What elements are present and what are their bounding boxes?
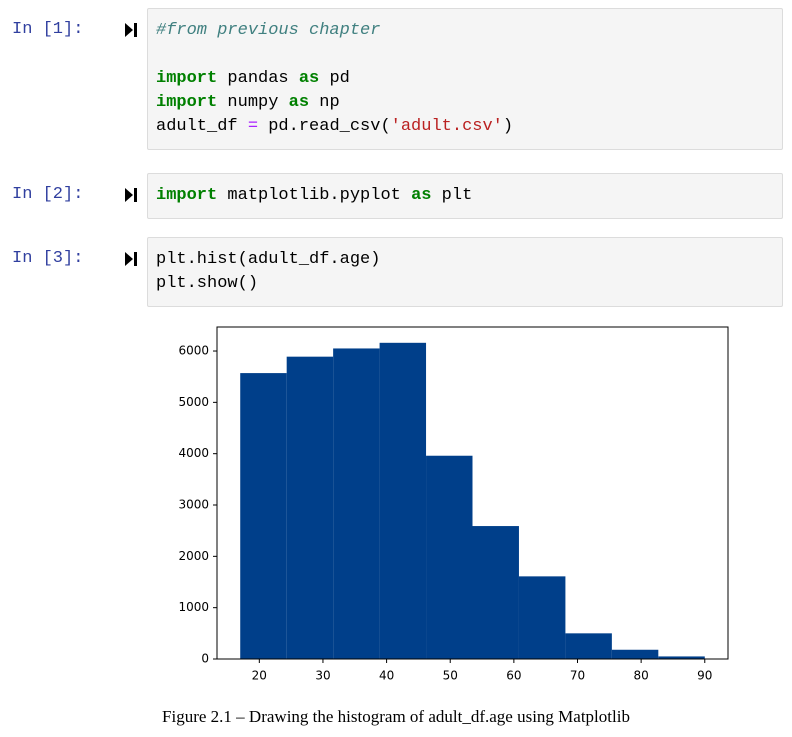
y-tick-label: 0 [201,652,209,666]
bar [426,455,473,659]
bar [333,348,380,659]
code-token: matplotlib.pyplot [217,186,412,205]
code-token: ) [502,117,514,136]
y-tick-label: 1000 [178,600,209,614]
x-tick-label: 20 [252,669,267,683]
code-token: as [298,69,320,88]
run-button[interactable] [124,251,138,267]
code-input: plt.hist(adult_df.age) plt.show() [147,237,783,307]
code-token: numpy [217,93,289,112]
code-line: adult_df = pd.read_csv('adult.csv') [156,115,772,139]
code-token: plt.hist(adult_df.age) [156,250,381,269]
x-tick-label: 60 [506,669,521,683]
code-line: plt.show() [156,272,772,296]
cell-prompt: In [1]: [12,20,84,39]
code-token: import [156,69,218,88]
code-line [156,43,772,67]
code-input: #from previous chapter import pandas as p… [147,8,783,150]
x-tick-label: 30 [315,669,330,683]
x-tick-label: 40 [379,669,394,683]
bar [286,356,334,659]
code-line: plt.hist(adult_df.age) [156,248,772,272]
y-tick-label: 4000 [178,446,209,460]
bar [472,526,519,659]
code-token: as [288,93,310,112]
code-line: import numpy as np [156,91,772,115]
y-tick-label: 5000 [178,395,209,409]
bar [611,649,659,659]
code-input: import matplotlib.pyplot as plt [147,173,783,219]
code-token: import [156,93,218,112]
code-token: adult_df [156,117,248,136]
bar [658,656,705,659]
code-token: pd.read_csv( [258,117,391,136]
x-tick-label: 90 [697,669,712,683]
y-tick-label: 6000 [178,344,209,358]
code-token: as [411,186,432,205]
code-line: #from previous chapter [156,19,772,43]
code-line: import matplotlib.pyplot as plt [156,184,772,208]
code-token: import [156,186,218,205]
cell-prompt: In [3]: [12,249,84,268]
run-button[interactable] [124,187,138,203]
x-tick-label: 70 [570,669,585,683]
x-tick-label: 50 [443,669,458,683]
run-button[interactable] [124,22,138,38]
bar [240,373,287,659]
code-token: 'adult.csv' [390,117,503,136]
cell-prompt: In [2]: [12,185,84,204]
code-token: plt [431,186,473,205]
code-token: plt.show() [156,274,259,293]
caption: Figure 2.1 – Drawing the histogram of ad… [162,707,630,726]
axes-frame [216,326,729,660]
code-token: = [247,117,259,136]
bar [379,342,427,659]
y-tick-label: 3000 [178,498,209,512]
x-tick-label: 80 [633,669,648,683]
code-line: import pandas as pd [156,67,772,91]
code-token: pd [319,69,350,88]
code-token: pandas [217,69,299,88]
y-tick-label: 2000 [178,549,209,563]
bar [565,633,612,659]
code-token: np [309,93,340,112]
bar [518,576,566,659]
code-token: #from previous chapter [156,21,381,40]
